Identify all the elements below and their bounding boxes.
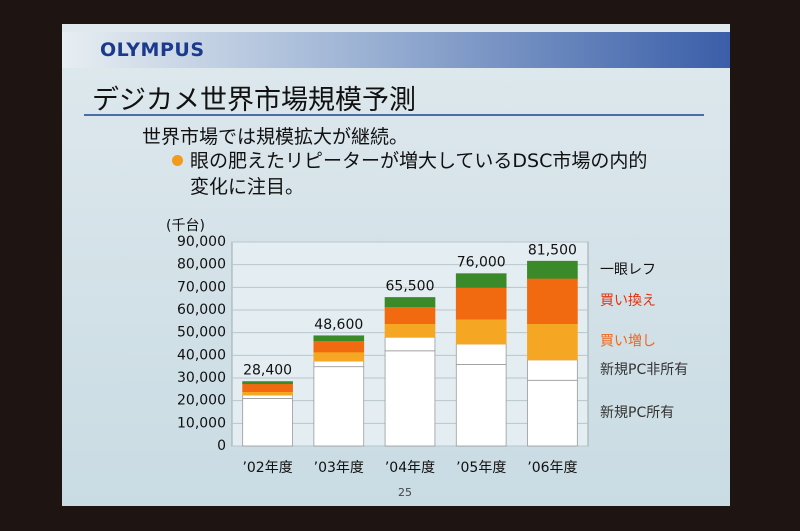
bar-segment [527, 323, 578, 361]
page-number: 25 [398, 486, 412, 499]
x-tick-label: ’05年度 [456, 460, 506, 476]
y-tick-label: 90,000 [177, 234, 226, 250]
bar-segment [313, 335, 365, 341]
y-tick-label: 20,000 [177, 393, 226, 409]
legend-label: 一眼レフ [600, 262, 656, 278]
y-tick-label: 60,000 [177, 302, 226, 318]
header-band [62, 32, 730, 68]
bar-segment [384, 306, 436, 325]
bar-segment [384, 350, 436, 447]
bar-segment [242, 383, 293, 392]
y-axis-label: (千台) [166, 218, 205, 234]
total-label: 65,500 [386, 279, 435, 295]
y-tick-label: 80,000 [177, 257, 226, 273]
bar-segment [384, 336, 436, 352]
title-rule [84, 114, 704, 116]
y-tick-label: 10,000 [177, 415, 226, 431]
bar-segment [313, 351, 365, 362]
bullet: 世界市場では規模拡大が継続。 [142, 126, 409, 148]
x-tick-label: ’02年度 [242, 460, 292, 476]
bar-segment [527, 359, 578, 381]
bullet: 眼の肥えたリピーターが増大しているDSC市場の内的変化に注目。 [190, 150, 648, 198]
total-label: 81,500 [528, 242, 577, 258]
y-tick-label: 0 [217, 438, 226, 454]
total-label: 48,600 [314, 317, 363, 333]
x-tick-label: ’06年度 [527, 460, 577, 476]
bar-segment [455, 318, 507, 345]
bar-segment [527, 260, 578, 279]
bar-segment [527, 379, 578, 447]
legend-label: 新規PC所有 [600, 405, 674, 421]
slide-title: デジカメ世界市場規模予測 [92, 85, 416, 116]
bar-segment [455, 273, 507, 288]
legend-label: 新規PC非所有 [600, 362, 688, 378]
bar-segment [455, 286, 507, 320]
slide: OLYMPUS デジカメ世界市場規模予測 世界市場では規模拡大が継続。 眼の肥え… [62, 24, 730, 506]
bar-segment [527, 277, 578, 324]
bar-segment [313, 366, 365, 447]
legend-label: 買い増し [600, 334, 656, 350]
bar-segment [242, 397, 293, 447]
bar-segment [384, 323, 436, 338]
bar-segment [313, 340, 365, 353]
y-tick-label: 70,000 [177, 279, 226, 295]
bar-segment [313, 360, 365, 368]
y-tick-label: 40,000 [177, 347, 226, 363]
bar-segment [455, 343, 507, 365]
logo: OLYMPUS [100, 39, 205, 61]
bar-segment [242, 381, 293, 385]
bullet-dot [172, 155, 183, 166]
x-tick-label: ’03年度 [314, 460, 364, 476]
y-tick-label: 50,000 [177, 325, 226, 341]
total-label: 28,400 [243, 363, 292, 379]
total-label: 76,000 [457, 255, 506, 271]
bar-segment [242, 391, 293, 396]
bar-segment [384, 297, 436, 307]
bar-segment [242, 394, 293, 399]
legend-label: 買い換え [600, 293, 656, 309]
x-tick-label: ’04年度 [385, 460, 435, 476]
y-tick-label: 30,000 [177, 370, 226, 386]
bar-segment [455, 363, 507, 447]
